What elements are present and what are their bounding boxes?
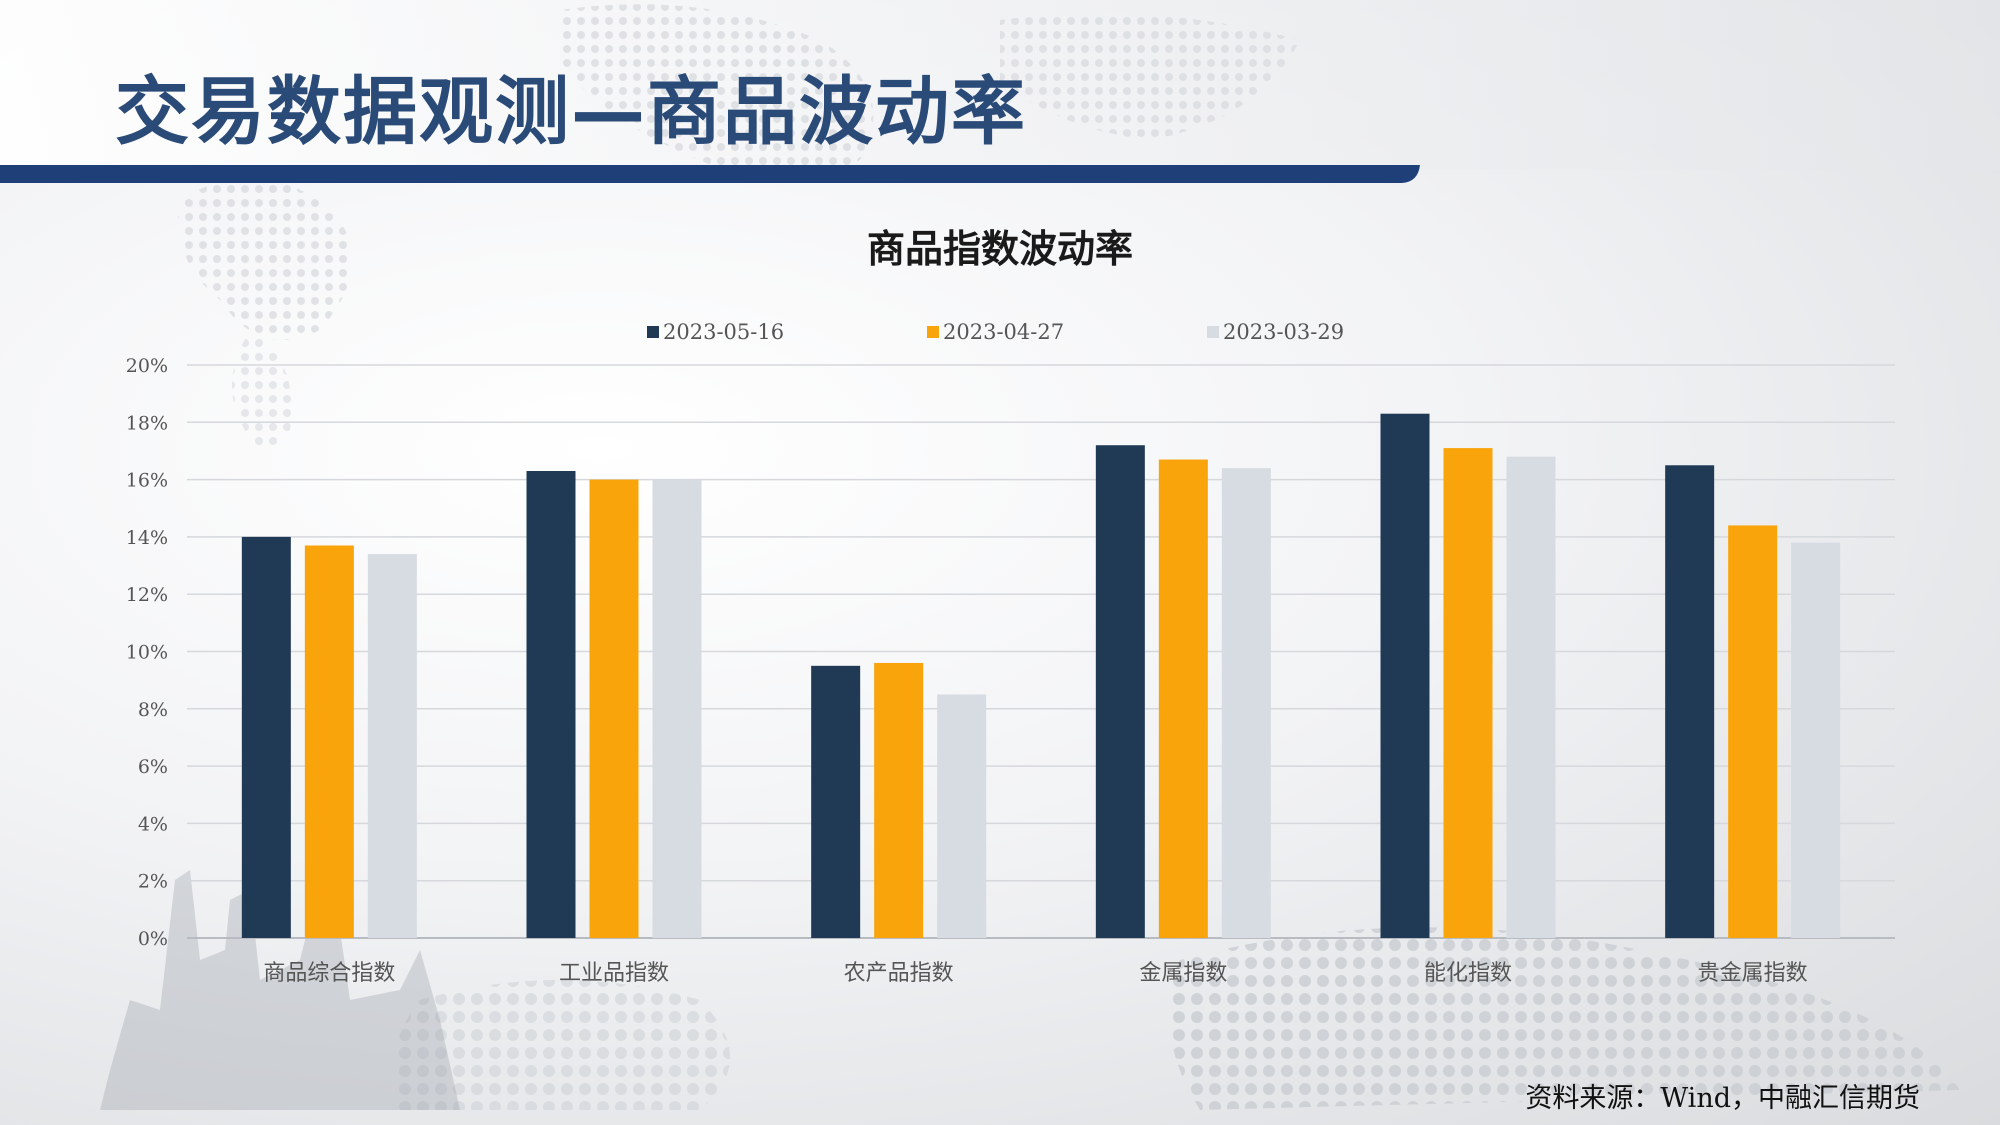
- x-tick-label: 贵金属指数: [1698, 961, 1808, 986]
- bar-3: [367, 554, 417, 938]
- legend-label-series-2: 2023-04-27: [943, 320, 1065, 344]
- legend-item-series-3: 2023-03-29: [1207, 320, 1344, 344]
- bar-3: [652, 479, 702, 938]
- legend-item-series-2: 2023-04-27: [927, 320, 1064, 344]
- x-tick-label: 金属指数: [1139, 961, 1227, 986]
- bar-2: [1158, 459, 1208, 938]
- bar-3: [1506, 456, 1556, 938]
- y-tick-label: 12%: [126, 584, 168, 606]
- bar-1: [526, 471, 576, 938]
- y-tick-label: 0%: [138, 928, 168, 950]
- y-tick-label: 16%: [126, 470, 168, 492]
- legend-label-series-1: 2023-05-16: [663, 320, 785, 344]
- y-tick-label: 20%: [126, 355, 168, 377]
- legend-swatch-series-1: [647, 326, 659, 338]
- legend-item-series-1: 2023-05-16: [647, 320, 784, 344]
- bar-3: [1221, 468, 1271, 938]
- x-tick-label: 工业品指数: [559, 961, 669, 986]
- bar-2: [874, 662, 924, 938]
- legend-swatch-series-3: [1207, 326, 1219, 338]
- x-tick-label: 商品综合指数: [263, 961, 395, 986]
- bar-1: [1095, 445, 1145, 938]
- y-tick-label: 4%: [138, 813, 168, 835]
- bar-1: [1665, 465, 1715, 938]
- chart-legend: 2023-05-16 2023-04-27 2023-03-29: [0, 320, 2000, 350]
- bar-2: [1728, 525, 1778, 938]
- bar-3: [937, 694, 987, 938]
- bar-1: [1380, 413, 1430, 939]
- y-tick-label: 2%: [138, 871, 168, 893]
- y-tick-label: 14%: [126, 527, 168, 549]
- y-tick-label: 8%: [138, 699, 168, 721]
- x-tick-label: 能化指数: [1424, 961, 1512, 986]
- y-tick-label: 10%: [126, 642, 168, 664]
- y-tick-label: 6%: [138, 756, 168, 778]
- x-tick-label: 农产品指数: [844, 961, 954, 986]
- y-tick-label: 18%: [126, 412, 168, 434]
- bar-1: [241, 536, 291, 938]
- legend-label-series-3: 2023-03-29: [1223, 320, 1345, 344]
- legend-swatch-series-2: [927, 326, 939, 338]
- bar-3: [1791, 542, 1841, 938]
- bar-2: [304, 545, 354, 938]
- bar-1: [811, 665, 861, 938]
- source-note: 资料来源：Wind，中融汇信期货: [1525, 1083, 1920, 1114]
- chart-title: 商品指数波动率: [866, 226, 1133, 271]
- bar-2: [589, 479, 639, 938]
- bar-2: [1443, 448, 1493, 938]
- page-title: 交易数据观测—商品波动率: [115, 69, 1027, 155]
